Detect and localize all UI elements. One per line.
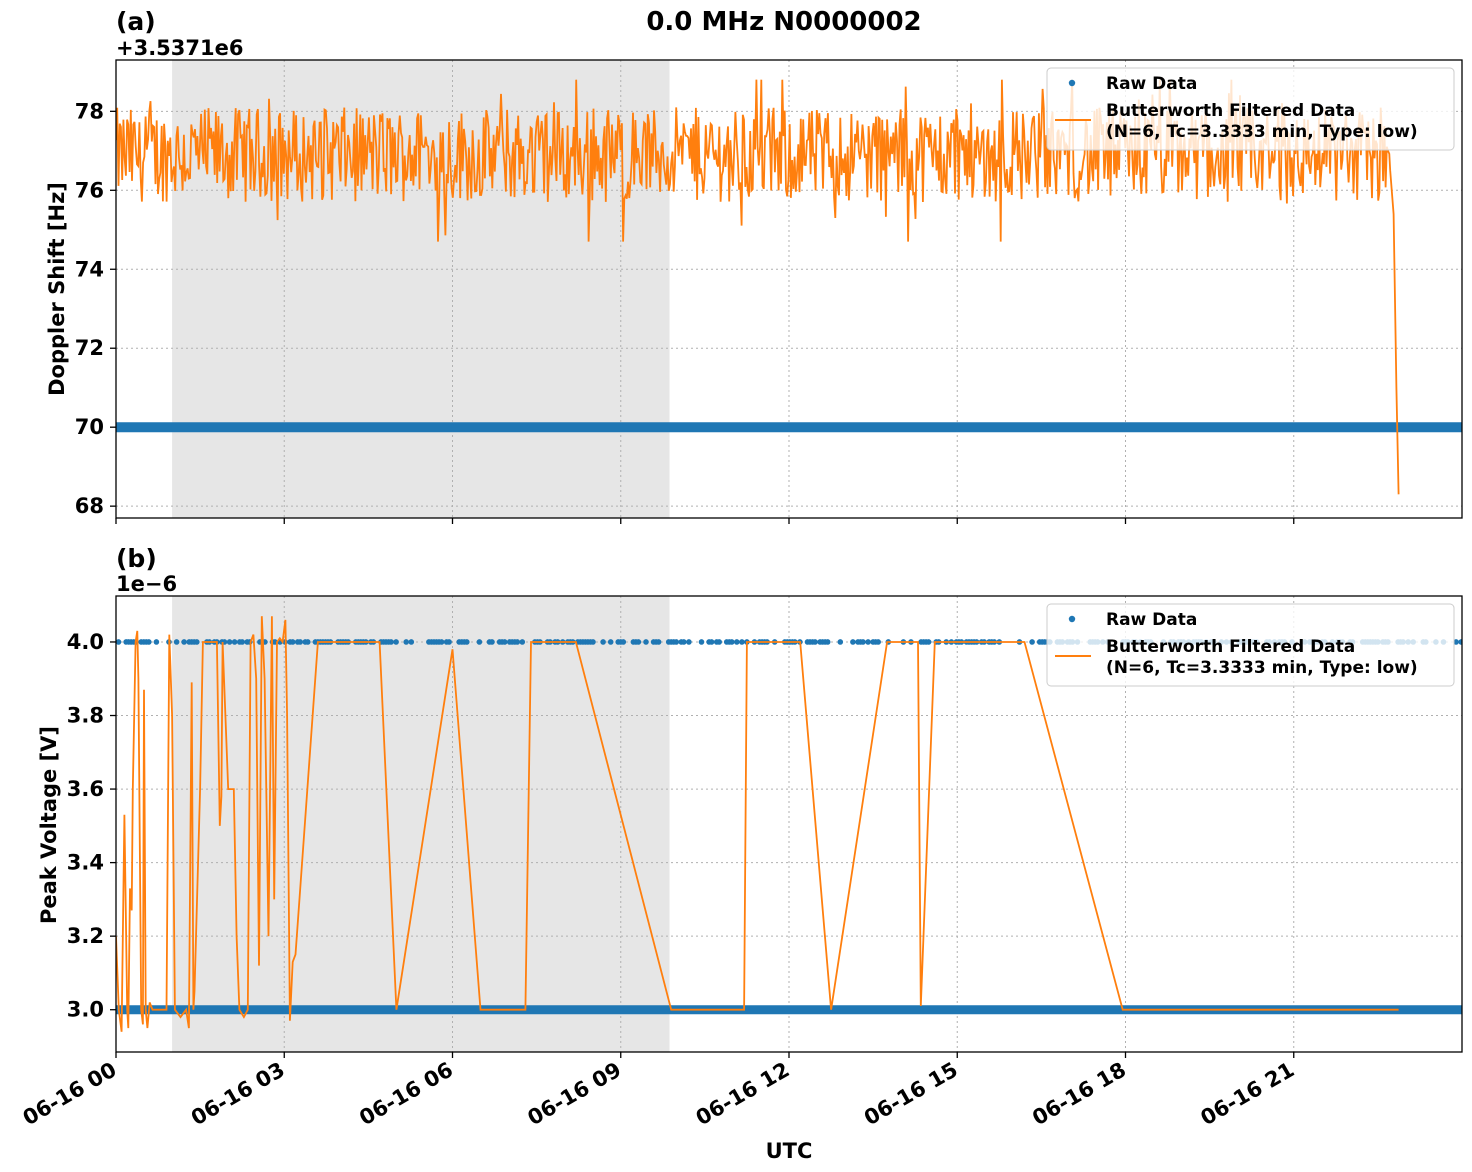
raw-data-point — [438, 639, 445, 645]
raw-data-point — [181, 639, 187, 645]
raw-data-point — [850, 639, 856, 645]
panel-b-ylabel: Peak Voltage [V] — [37, 726, 61, 924]
raw-data-point — [297, 639, 304, 645]
y-tick-label: 3.0 — [67, 998, 104, 1022]
raw-data-point — [739, 639, 745, 645]
legend-filtered-params: (N=6, Tc=3.3333 min, Type: low) — [1106, 122, 1418, 142]
x-tick-label: 06-16 06 — [355, 1058, 457, 1131]
raw-data-point — [194, 639, 200, 645]
legend-filtered-params: (N=6, Tc=3.3333 min, Type: low) — [1106, 658, 1418, 678]
raw-data-point — [446, 639, 452, 645]
panel-a-offset-label: +3.5371e6 — [116, 36, 244, 60]
y-tick-label: 3.6 — [67, 777, 104, 801]
night-shade-region — [172, 596, 670, 1052]
legend: Raw Data Butterworth Filtered Data(N=6, T… — [1046, 603, 1455, 687]
panel-a-label: (a) — [116, 7, 156, 36]
legend-raw-label: Raw Data — [1106, 610, 1197, 630]
y-tick-label: 70 — [75, 415, 104, 439]
raw-data-point — [226, 639, 233, 645]
legend-box — [1046, 67, 1455, 151]
y-tick-label: 3.4 — [67, 851, 104, 875]
axes-frame — [115, 59, 1463, 519]
y-tick-label: 78 — [75, 99, 104, 123]
x-tick-label: 06-16 03 — [187, 1058, 289, 1131]
raw-data-point — [673, 639, 680, 645]
y-tick-label: 3.8 — [67, 704, 104, 728]
raw-data-point — [393, 639, 399, 645]
x-tick-label: 06-16 09 — [523, 1058, 625, 1131]
y-tick-label: 68 — [75, 494, 104, 518]
raw-data-point — [590, 639, 596, 645]
x-tick-label: 06-16 15 — [860, 1058, 962, 1131]
raw-data-point — [239, 639, 245, 645]
raw-data-point — [643, 639, 649, 645]
x-tick-label: 06-16 00 — [19, 1058, 121, 1131]
x-axis-label: UTC — [766, 1139, 813, 1163]
raw-data-point — [698, 639, 705, 645]
raw-data-point — [635, 639, 642, 645]
raw-data-point — [686, 639, 692, 645]
raw-data-point — [860, 639, 866, 645]
legend-raw-marker — [1068, 615, 1076, 623]
raw-data-point — [620, 639, 627, 645]
raw-data-point — [1458, 639, 1462, 645]
raw-data-point — [681, 639, 687, 645]
raw-data-point — [865, 639, 871, 645]
legend-raw-marker — [1068, 79, 1076, 87]
y-tick-label: 4.0 — [67, 630, 104, 654]
y-tick-label: 3.2 — [67, 924, 104, 948]
raw-data-point — [388, 639, 394, 645]
raw-data-point — [514, 639, 521, 645]
legend: Raw Data Butterworth Filtered Data(N=6, T… — [1046, 67, 1455, 151]
y-tick-label: 72 — [75, 336, 104, 360]
raw-data-point — [655, 639, 662, 645]
axes-frame — [115, 595, 1463, 1053]
raw-data-point — [1029, 639, 1035, 645]
raw-data-point — [116, 639, 122, 645]
legend-raw-label: Raw Data — [1106, 74, 1197, 94]
legend-filtered-label: Butterworth Filtered Data — [1106, 637, 1355, 657]
raw-data-point — [729, 639, 735, 645]
x-tick-label: 06-16 18 — [1028, 1058, 1130, 1131]
raw-data-point — [408, 639, 415, 645]
raw-data-point — [716, 639, 722, 645]
raw-data-point — [812, 639, 818, 645]
filtered-data-series — [116, 616, 1399, 1032]
raw-data-point — [289, 639, 296, 645]
y-tick-label: 74 — [75, 257, 104, 281]
raw-data-point — [519, 639, 526, 645]
raw-data-point — [837, 639, 844, 645]
raw-data-point — [489, 639, 495, 645]
panel-b-label: (b) — [116, 544, 157, 573]
raw-data-point — [607, 639, 614, 645]
raw-data-point — [403, 639, 410, 645]
x-tick-label: 06-16 12 — [692, 1058, 794, 1131]
raw-data-point — [464, 639, 470, 645]
raw-data-point — [476, 639, 483, 645]
legend-filtered-label: Butterworth Filtered Data — [1106, 101, 1355, 121]
panel-a-ylabel: Doppler Shift [Hz] — [45, 182, 69, 396]
raw-data-point — [600, 639, 606, 645]
raw-data-point — [925, 639, 932, 645]
raw-data-point — [734, 639, 740, 645]
raw-data-point — [231, 639, 238, 645]
x-tick-label: 06-16 21 — [1196, 1058, 1298, 1131]
filtered-data-series — [116, 79, 1400, 495]
raw-data-point — [501, 639, 508, 645]
raw-data-point — [824, 639, 831, 645]
raw-data-point — [1453, 639, 1459, 645]
doppler-panel: (a) +3.5371e6 Doppler Shift [Hz] 68 70 72 7… — [45, 7, 1463, 524]
raw-data-point — [173, 639, 180, 645]
raw-data-point — [146, 639, 152, 645]
legend-box — [1046, 603, 1455, 687]
panel-b-offset-label: 1e−6 — [116, 572, 177, 596]
raw-data-point — [305, 639, 311, 645]
figure-title: 0.0 MHz N0000002 — [646, 7, 921, 37]
y-tick-label: 76 — [75, 178, 104, 202]
raw-data-point — [875, 639, 881, 645]
voltage-panel: (b) 1e−6 Peak Voltage [V] 06-16 00 06-16 … — [19, 544, 1463, 1131]
raw-data-point — [153, 639, 160, 645]
raw-data-point — [708, 639, 715, 645]
